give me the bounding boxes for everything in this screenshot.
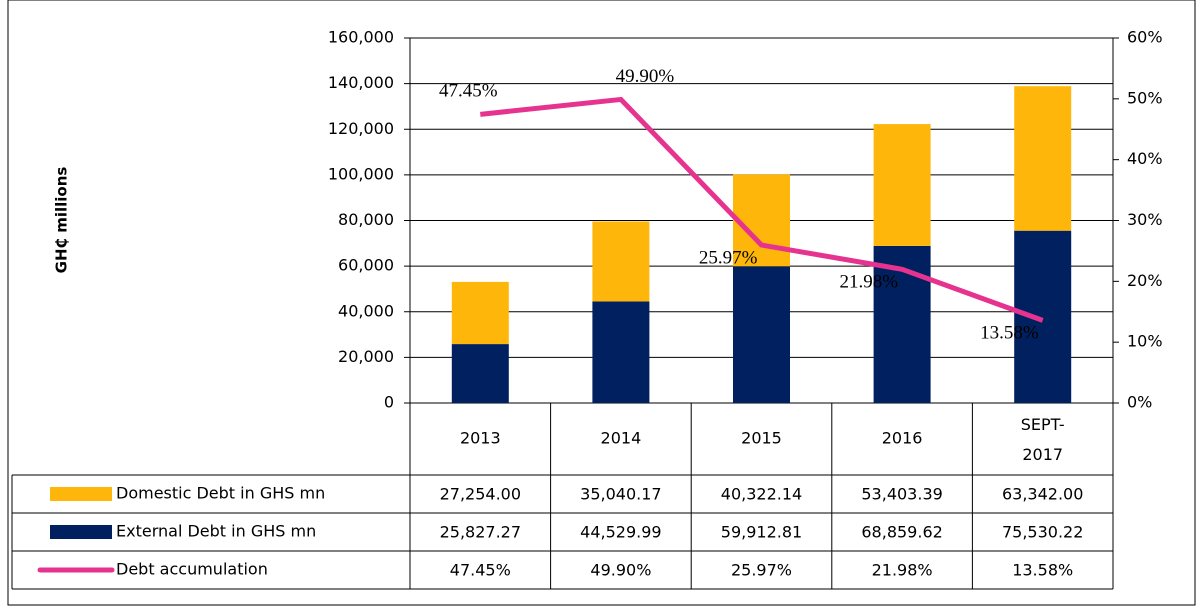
bar-segment [592,221,650,302]
y-tick-label: 40,000 [338,301,394,320]
table-cell: 59,912.81 [721,523,802,542]
x-tick-label: 2013 [460,429,501,448]
y-tick-label: 140,000 [328,73,394,92]
table-cell: 75,530.22 [1002,523,1083,542]
y2-tick-label: 50% [1127,88,1163,107]
table-cell: 40,322.14 [721,485,802,504]
legend-marker [50,487,112,501]
table-cell: 44,529.99 [580,523,661,542]
legend-label: External Debt in GHS mn [116,522,316,541]
bar-segment [592,301,650,403]
y-axis-label: GH₵ millions [53,167,71,274]
table-cell: 25.97% [731,561,792,580]
table-cell: 35,040.17 [580,485,661,504]
bar-segment [733,266,790,403]
table-cell: 68,859.62 [861,523,942,542]
y-tick-label: 100,000 [328,164,394,183]
x-tick-label: SEPT-2017 [1021,415,1065,464]
x-tick-label: 2014 [601,429,642,448]
legend-label: Debt accumulation [116,560,268,579]
line-series [480,96,1044,323]
y-tick-label: 20,000 [338,347,394,366]
table-cell: 47.45% [450,561,511,580]
x-tick-label: 2016 [882,429,923,448]
legend-label: Domestic Debt in GHS mn [116,484,325,503]
bar-segment [451,281,509,345]
data-label: 13.58% [980,323,1039,344]
y2-tick-label: 20% [1127,271,1163,290]
bar-segment [1014,230,1072,403]
data-label: 49.90% [616,66,675,87]
table-cell: 53,403.39 [861,485,942,504]
y-tick-label: 120,000 [328,119,394,138]
bar-segment [873,124,931,246]
y-tick-label: 80,000 [338,210,394,229]
table-cell: 25,827.27 [440,523,521,542]
y2-tick-label: 0% [1127,393,1152,412]
y-tick-label: 160,000 [328,28,394,47]
data-label: 47.45% [439,81,498,102]
table-cell: 63,342.00 [1002,485,1083,504]
y-tick-label: 0 [384,393,394,412]
chart-border [7,0,1196,606]
legend-marker [50,525,112,539]
y2-tick-label: 10% [1127,332,1163,351]
bar-segment [451,344,509,403]
data-label: 21.98% [840,272,899,293]
x-tick-label: 2015 [741,429,782,448]
y2-tick-label: 30% [1127,210,1163,229]
data-label: 25.97% [699,247,758,268]
y-tick-label: 60,000 [338,256,394,275]
table-cell: 27,254.00 [440,485,521,504]
y2-tick-label: 60% [1127,28,1163,47]
table-cell: 21.98% [872,561,933,580]
table-cell: 49.90% [590,561,651,580]
y2-tick-label: 40% [1127,149,1163,168]
bar-segment [733,174,790,267]
bar-segment [1014,86,1072,231]
table-cell: 13.58% [1012,561,1073,580]
bar-segment [873,245,931,403]
